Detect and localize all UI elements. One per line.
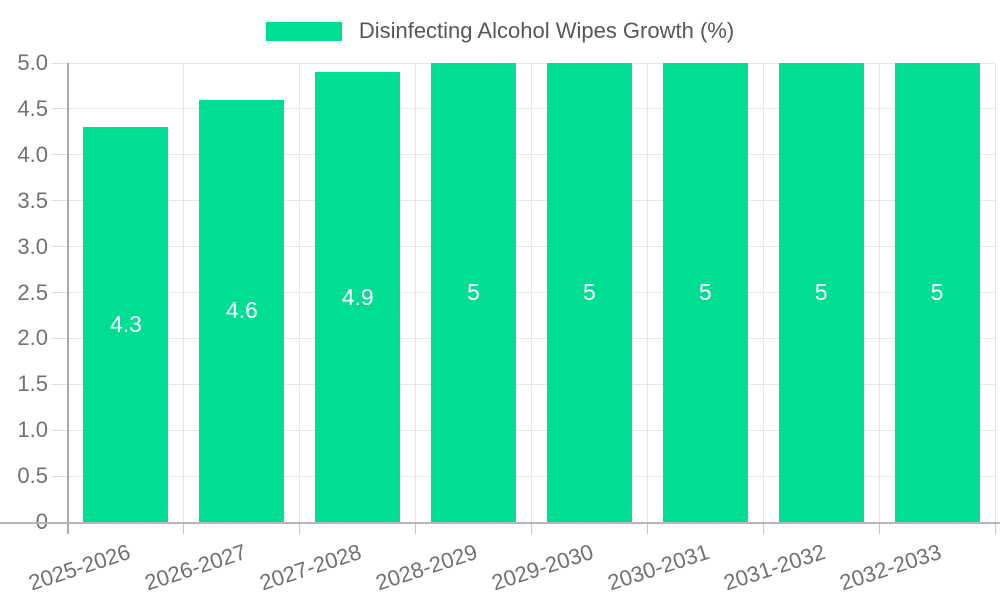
y-tick-label: 2.5 bbox=[17, 279, 48, 305]
x-tick-mark bbox=[646, 522, 648, 534]
bar bbox=[199, 99, 285, 522]
bar bbox=[894, 63, 980, 522]
gridline-v bbox=[646, 63, 648, 522]
gridline-v bbox=[994, 63, 996, 522]
y-tick-label: 1.0 bbox=[17, 417, 48, 443]
bar bbox=[662, 63, 748, 522]
x-tick-label: 2027-2028 bbox=[257, 539, 365, 596]
x-tick-mark bbox=[531, 522, 532, 534]
bar bbox=[83, 127, 169, 522]
y-tick-label: 5.0 bbox=[17, 50, 48, 75]
gridline-v bbox=[878, 63, 880, 522]
y-tick-mark bbox=[52, 383, 68, 385]
y-axis-line bbox=[67, 63, 69, 534]
bar-value-label: 5 bbox=[467, 279, 480, 305]
legend-label: Disinfecting Alcohol Wipes Growth (%) bbox=[358, 18, 735, 43]
bar-value-label: 5 bbox=[698, 279, 712, 305]
x-tick-mark bbox=[878, 522, 880, 534]
x-axis-line bbox=[0, 522, 1000, 524]
y-tick-label: 0 bbox=[0, 511, 48, 533]
bar-value-label: 4.6 bbox=[225, 297, 258, 324]
bar bbox=[315, 72, 401, 522]
bar-value-label: 4.9 bbox=[341, 283, 374, 310]
y-tick-mark bbox=[52, 475, 68, 477]
bar-value-label: 5 bbox=[930, 279, 944, 305]
y-tick-mark bbox=[52, 246, 68, 248]
x-tick-label: 2030-2031 bbox=[604, 539, 713, 596]
y-tick-label: 3.5 bbox=[17, 187, 48, 213]
gridline-v bbox=[299, 63, 301, 522]
gridline-v bbox=[183, 63, 185, 522]
y-tick-label: 3.0 bbox=[17, 233, 48, 259]
x-tick-mark bbox=[994, 522, 996, 534]
y-tick-mark bbox=[52, 62, 68, 64]
y-tick-mark bbox=[52, 154, 68, 156]
bar bbox=[431, 63, 517, 522]
x-tick-mark bbox=[183, 522, 185, 534]
x-tick-mark bbox=[299, 522, 301, 534]
y-tick-label: 1.5 bbox=[17, 371, 48, 397]
y-tick-label: 4.5 bbox=[17, 95, 48, 121]
bar-value-label: 5 bbox=[814, 279, 828, 305]
x-tick-mark bbox=[415, 522, 417, 534]
bar-value-label: 4.3 bbox=[109, 311, 142, 338]
y-tick-label: 0.5 bbox=[17, 463, 48, 489]
x-tick-label: 2026-2027 bbox=[141, 539, 249, 596]
legend-swatch bbox=[265, 21, 342, 41]
x-tick-label: 2029-2030 bbox=[488, 539, 597, 596]
y-tick-label: 4.0 bbox=[17, 141, 48, 167]
gridline-v bbox=[762, 63, 764, 522]
gridline-v bbox=[531, 63, 532, 522]
y-tick-label: 2.0 bbox=[17, 325, 48, 351]
y-tick-mark bbox=[52, 200, 68, 202]
bar bbox=[778, 63, 864, 522]
x-tick-mark bbox=[762, 522, 764, 534]
x-tick-label: 2028-2029 bbox=[372, 539, 481, 596]
legend-item[interactable]: Disinfecting Alcohol Wipes Growth (%) bbox=[0, 20, 1000, 42]
y-tick-mark bbox=[52, 429, 68, 431]
bar bbox=[546, 63, 632, 522]
y-tick-mark bbox=[52, 108, 68, 110]
y-tick-mark bbox=[52, 292, 68, 293]
bar-value-label: 5 bbox=[583, 279, 596, 305]
y-tick-mark bbox=[52, 337, 68, 339]
x-tick-label: 2032-2033 bbox=[836, 539, 945, 596]
x-tick-label: 2025-2026 bbox=[25, 539, 134, 596]
gridline-v bbox=[415, 63, 417, 522]
x-tick-label: 2031-2032 bbox=[720, 539, 829, 596]
